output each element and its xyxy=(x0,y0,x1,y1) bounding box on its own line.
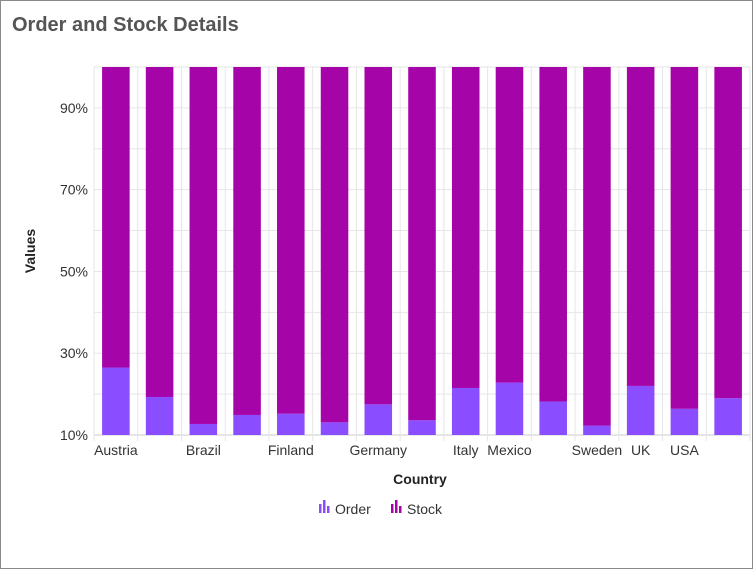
y-tick-label: 70% xyxy=(60,182,88,198)
bar-order xyxy=(670,408,699,435)
bar-order xyxy=(626,385,655,435)
x-tick-label: Finland xyxy=(268,442,314,458)
legend-item: Order xyxy=(319,500,371,517)
bar-stock xyxy=(233,67,261,415)
x-tick-label: UK xyxy=(631,442,651,458)
x-tick-label: Mexico xyxy=(487,442,532,458)
x-tick-label: Sweden xyxy=(572,442,623,458)
y-tick-label: 90% xyxy=(60,100,88,116)
legend-icon-bar xyxy=(323,500,326,513)
x-tick-label: Germany xyxy=(349,442,407,458)
chart-title: Order and Stock Details xyxy=(12,14,239,36)
bar-stock xyxy=(277,67,305,414)
x-tick-label: USA xyxy=(670,442,699,458)
bar-stock xyxy=(320,67,349,423)
bars xyxy=(102,67,742,435)
x-tick-label: Austria xyxy=(94,442,138,458)
legend-item: Stock xyxy=(391,500,443,517)
bar-order xyxy=(714,398,742,435)
bar-stock xyxy=(495,67,524,383)
bar-stock xyxy=(364,67,393,405)
y-tick-label: 30% xyxy=(60,345,88,361)
x-tick-label: Brazil xyxy=(186,442,221,458)
bar-order xyxy=(145,396,174,435)
bar-stock xyxy=(626,67,655,386)
bar-order xyxy=(233,414,261,435)
bar-order xyxy=(277,413,305,435)
axes: 10% 30% 50% 70% 90% Austria Brazil Finland Germa… xyxy=(60,100,699,458)
bar-stock xyxy=(539,67,567,402)
bar-stock xyxy=(102,67,130,368)
bar-stock xyxy=(451,67,480,388)
legend-label: Stock xyxy=(407,501,443,517)
legend-label: Order xyxy=(335,501,371,517)
bar-order xyxy=(320,422,349,435)
bar-stock xyxy=(670,67,699,409)
bar-stock xyxy=(714,67,742,399)
legend-icon-bar xyxy=(319,504,322,513)
bar-order xyxy=(364,404,393,435)
x-tick-label: Italy xyxy=(453,442,479,458)
legend-icon-bar xyxy=(327,506,330,513)
legend-icon-bar xyxy=(395,500,398,513)
bar-order xyxy=(189,423,218,435)
bar-order xyxy=(583,425,611,435)
bar-stock xyxy=(583,67,611,426)
bar-order xyxy=(451,387,480,435)
legend-icon-bar xyxy=(391,504,394,513)
bar-order xyxy=(539,401,567,435)
bar-stock xyxy=(408,67,436,421)
legend-icon-bar xyxy=(399,506,402,513)
bar-stock xyxy=(145,67,174,397)
y-tick-label: 50% xyxy=(60,263,88,279)
bar-order xyxy=(408,420,436,435)
bar-order xyxy=(495,382,524,435)
y-tick-label: 10% xyxy=(60,427,88,443)
bar-stock xyxy=(189,67,218,424)
x-axis-label: Country xyxy=(393,471,447,487)
bar-order xyxy=(102,367,130,435)
legend: Order Stock xyxy=(319,500,443,517)
y-axis-label: Values xyxy=(22,229,38,274)
